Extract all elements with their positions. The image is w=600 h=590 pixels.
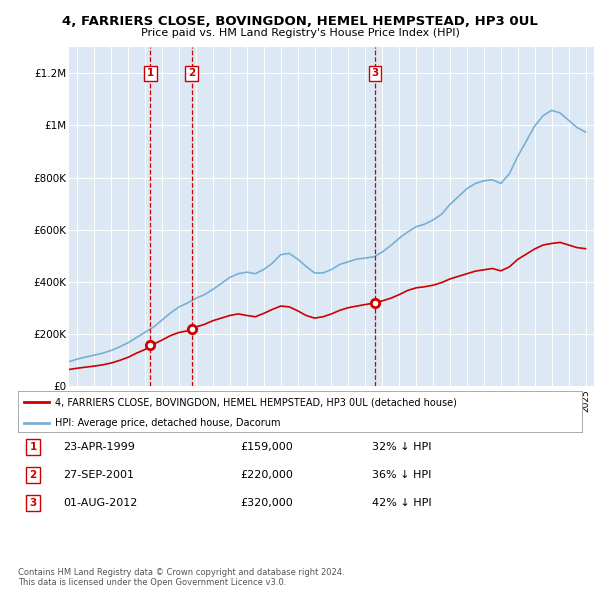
Text: 4, FARRIERS CLOSE, BOVINGDON, HEMEL HEMPSTEAD, HP3 0UL: 4, FARRIERS CLOSE, BOVINGDON, HEMEL HEMP… bbox=[62, 15, 538, 28]
Text: 27-SEP-2001: 27-SEP-2001 bbox=[63, 470, 134, 480]
Text: HPI: Average price, detached house, Dacorum: HPI: Average price, detached house, Daco… bbox=[55, 418, 280, 428]
Text: 1: 1 bbox=[29, 442, 37, 451]
Text: 2: 2 bbox=[29, 470, 37, 480]
Text: 23-APR-1999: 23-APR-1999 bbox=[63, 442, 135, 451]
Text: 36% ↓ HPI: 36% ↓ HPI bbox=[372, 470, 431, 480]
Text: 1: 1 bbox=[147, 68, 154, 78]
Text: 3: 3 bbox=[29, 499, 37, 508]
Text: £320,000: £320,000 bbox=[240, 499, 293, 508]
Text: 2: 2 bbox=[188, 68, 195, 78]
Text: 01-AUG-2012: 01-AUG-2012 bbox=[63, 499, 137, 508]
Text: £220,000: £220,000 bbox=[240, 470, 293, 480]
Text: Price paid vs. HM Land Registry's House Price Index (HPI): Price paid vs. HM Land Registry's House … bbox=[140, 28, 460, 38]
Text: £159,000: £159,000 bbox=[240, 442, 293, 451]
Text: Contains HM Land Registry data © Crown copyright and database right 2024.
This d: Contains HM Land Registry data © Crown c… bbox=[18, 568, 344, 587]
Text: 4, FARRIERS CLOSE, BOVINGDON, HEMEL HEMPSTEAD, HP3 0UL (detached house): 4, FARRIERS CLOSE, BOVINGDON, HEMEL HEMP… bbox=[55, 397, 457, 407]
Text: 42% ↓ HPI: 42% ↓ HPI bbox=[372, 499, 431, 508]
Text: 3: 3 bbox=[371, 68, 379, 78]
Text: 32% ↓ HPI: 32% ↓ HPI bbox=[372, 442, 431, 451]
